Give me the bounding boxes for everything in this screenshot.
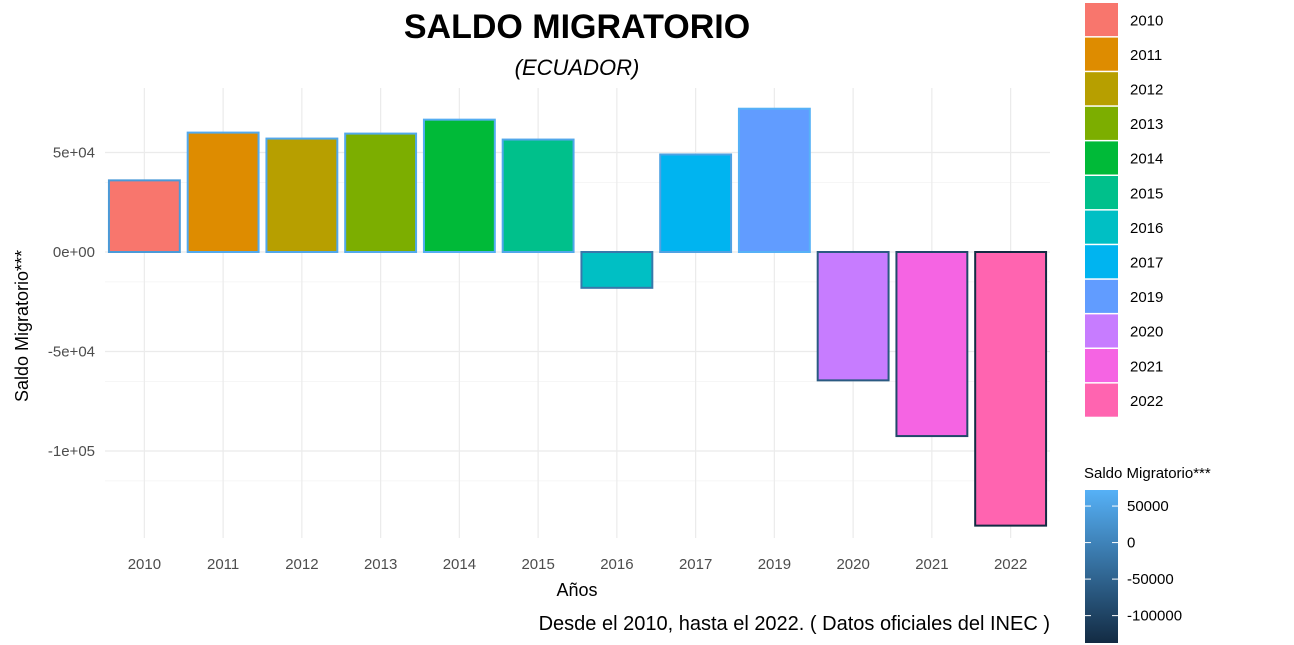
x-tick-labels: 2010 2011 2012 2013 2014 2015 2016 2017 2019 2020…	[128, 556, 1028, 573]
legend-label-2011: 2011	[1130, 47, 1162, 64]
y-tick-label: -5e+04	[48, 344, 95, 361]
bar-2013	[344, 132, 418, 253]
legend-key-2020	[1085, 314, 1118, 348]
legend-key-2014	[1085, 141, 1118, 175]
color-legend-title: Saldo Migratorio***	[1084, 465, 1211, 482]
x-tick-label: 2010	[128, 556, 161, 573]
legend-key-2019	[1085, 279, 1118, 313]
legend-key-2017	[1085, 245, 1118, 279]
chart-caption: Desde el 2010, hasta el 2022. ( Datos of…	[539, 613, 1050, 635]
bar-2010	[107, 179, 181, 253]
bar-2012	[265, 137, 339, 254]
bar-2014	[422, 118, 496, 253]
colorbar	[1085, 490, 1118, 643]
bar-2011	[186, 131, 260, 254]
fill-legend: 2010 2011 2012 2013 2014 2015 2016 2017 2019 2020…	[1085, 3, 1163, 417]
bars	[107, 107, 1048, 527]
x-tick-label: 2012	[285, 556, 318, 573]
y-tick-label: 0e+00	[53, 244, 95, 261]
legend-key-2013	[1085, 106, 1118, 140]
legend-label-2014: 2014	[1130, 151, 1163, 168]
legend-key-2010	[1085, 3, 1118, 37]
y-tick-label: -1e+05	[48, 443, 95, 460]
legend-label-2015: 2015	[1130, 185, 1163, 202]
legend-label-2013: 2013	[1130, 116, 1163, 133]
legend-label-2022: 2022	[1130, 393, 1163, 410]
y-axis-title: Saldo Migratorio***	[12, 250, 32, 402]
y-tick-label: 5e+04	[53, 145, 95, 162]
bar-2020	[816, 251, 890, 382]
chart-title: SALDO MIGRATORIO	[404, 8, 750, 46]
legend-label-2020: 2020	[1130, 324, 1163, 341]
x-tick-label: 2019	[758, 556, 791, 573]
x-tick-label: 2020	[836, 556, 869, 573]
bar-2017	[659, 153, 733, 254]
bar-2021	[895, 251, 969, 438]
legend-key-2015	[1085, 176, 1118, 210]
x-tick-label: 2013	[364, 556, 397, 573]
y-tick-labels: -1e+05 -5e+04 0e+00 5e+04	[48, 145, 95, 461]
legend-key-2011	[1085, 37, 1118, 71]
colorbar-label: -50000	[1127, 571, 1174, 588]
bar-2016	[580, 251, 654, 289]
colorbar-ticks: 50000 0 -50000 -100000	[1085, 498, 1182, 625]
legend-key-2022	[1085, 383, 1118, 417]
x-tick-label: 2014	[443, 556, 476, 573]
legend-label-2016: 2016	[1130, 220, 1163, 237]
color-legend: Saldo Migratorio*** 50000 0 -50000 -100000	[1084, 465, 1211, 643]
x-tick-label: 2011	[207, 556, 239, 573]
legend-label-2021: 2021	[1130, 358, 1163, 375]
legend-key-2012	[1085, 72, 1118, 106]
colorbar-label: -100000	[1127, 608, 1182, 625]
x-tick-label: 2016	[600, 556, 633, 573]
legend-label-2012: 2012	[1130, 82, 1163, 99]
x-axis-title: Años	[556, 580, 597, 600]
bar-2022	[974, 251, 1048, 527]
x-tick-label: 2022	[994, 556, 1027, 573]
legend-key-2021	[1085, 349, 1118, 383]
legend-label-2017: 2017	[1130, 255, 1163, 272]
bar-2019	[737, 107, 811, 253]
colorbar-label: 0	[1127, 535, 1135, 552]
chart-subtitle: (ECUADOR)	[515, 55, 640, 80]
x-tick-label: 2015	[521, 556, 554, 573]
legend-label-2010: 2010	[1130, 12, 1163, 29]
bar-2015	[501, 138, 575, 253]
x-tick-label: 2017	[679, 556, 712, 573]
legend-key-2016	[1085, 210, 1118, 244]
legend-label-2019: 2019	[1130, 289, 1163, 306]
x-tick-label: 2021	[915, 556, 948, 573]
colorbar-label: 50000	[1127, 498, 1169, 515]
